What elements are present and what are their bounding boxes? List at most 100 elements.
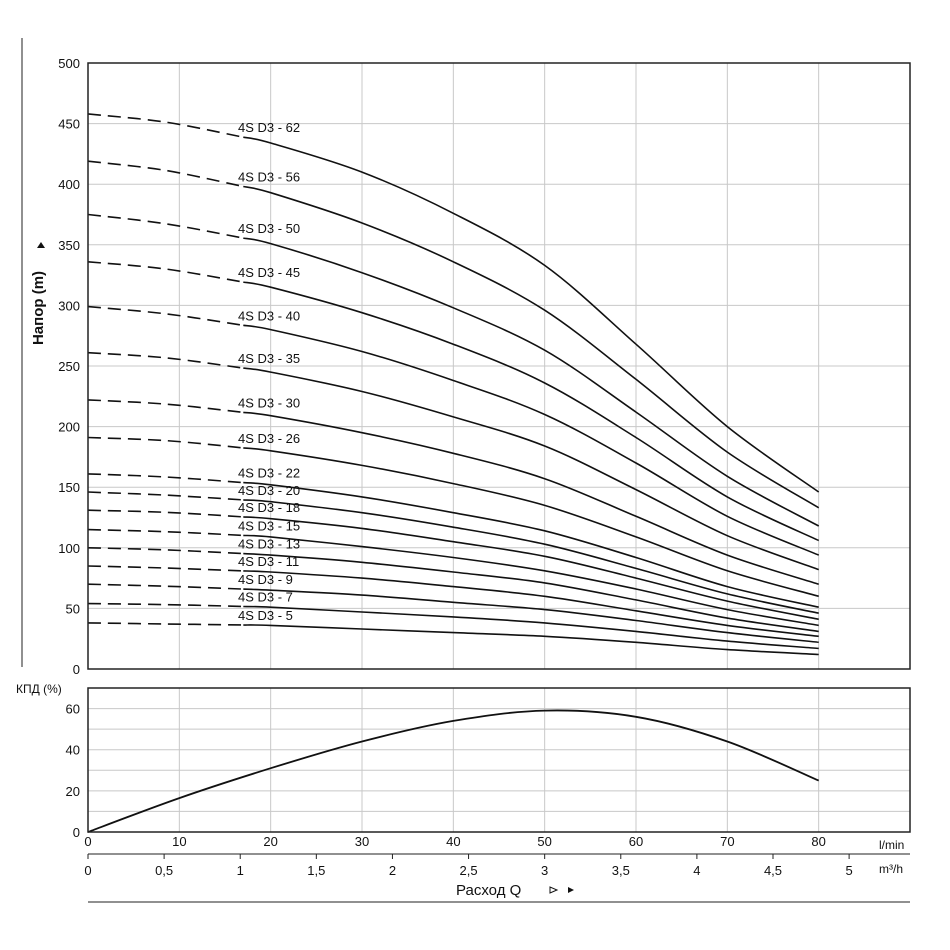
grid-layer — [88, 63, 910, 832]
lmin-tick-label: 10 — [172, 834, 186, 849]
m3h-tick-label: 3 — [541, 863, 548, 878]
frame-layer — [21, 38, 911, 903]
head-curve-dashed — [87, 473, 244, 484]
eff-tick-label: 0 — [73, 825, 80, 840]
series-label: 4S D3 - 18 — [238, 500, 300, 515]
series-label: 4S D3 - 15 — [238, 518, 300, 533]
m3h-tick-label: 1 — [237, 863, 244, 878]
m3h-tick-label: 4,5 — [764, 863, 782, 878]
head-tick-label: 450 — [58, 117, 80, 132]
head-curve-dashed — [87, 160, 244, 188]
head-curve — [243, 624, 819, 656]
m3h-tick-label: 2 — [389, 863, 396, 878]
lmin-tick-label: 50 — [537, 834, 551, 849]
head-tick-label: 300 — [58, 298, 80, 313]
head-tick-label: 400 — [58, 177, 80, 192]
lmin-tick-label: 0 — [84, 834, 91, 849]
eff-tick-label: 20 — [66, 784, 80, 799]
series-label: 4S D3 - 40 — [238, 308, 300, 323]
lmin-tick-label: 30 — [355, 834, 369, 849]
head-curve — [243, 185, 820, 509]
head-curve-dashed — [87, 547, 244, 555]
head-curve — [243, 367, 819, 571]
m3h-tick-label: 2,5 — [460, 863, 478, 878]
head-curve-dashed — [87, 399, 244, 414]
head-tick-label: 100 — [58, 541, 80, 556]
efficiency-axis-label: КПД (%) — [16, 682, 62, 696]
head-tick-label: 500 — [58, 56, 80, 71]
head-curve-dashed — [87, 213, 244, 239]
m3h-tick-label: 5 — [845, 863, 852, 878]
series-label: 4S D3 - 13 — [238, 537, 300, 552]
head-curve-dashed — [87, 113, 244, 138]
series-label: 4S D3 - 30 — [238, 395, 300, 410]
head-curve — [243, 281, 820, 542]
head-curve — [243, 499, 819, 614]
head-curve — [243, 534, 819, 627]
head-tick-label: 50 — [66, 601, 80, 616]
efficiency-plot-frame — [87, 687, 911, 833]
lmin-tick-label: 60 — [629, 834, 643, 849]
series-label: 4S D3 - 56 — [238, 170, 300, 185]
head-tick-label: 200 — [58, 420, 80, 435]
series-label-layer: 4S D3 - 62 4S D3 - 56 4S D3 - 50 4S D3 - 45… — [238, 120, 300, 623]
series-label: 4S D3 - 50 — [238, 221, 300, 236]
head-tick-label: 250 — [58, 359, 80, 374]
head-curve-dashed — [87, 491, 244, 501]
series-label: 4S D3 - 9 — [238, 572, 293, 587]
lmin-tick-label: 40 — [446, 834, 460, 849]
series-label: 4S D3 - 26 — [238, 431, 300, 446]
head-plot-frame — [87, 62, 911, 670]
head-axis-label: Напор (m) — [30, 271, 47, 345]
series-label: 4S D3 - 62 — [238, 120, 300, 135]
series-label: 4S D3 - 11 — [238, 554, 299, 569]
lmin-tick-label: 80 — [811, 834, 825, 849]
m3h-tick-label: 3,5 — [612, 863, 630, 878]
flow-axis-arrow-icon — [549, 886, 559, 894]
series-label: 4S D3 - 20 — [238, 483, 300, 498]
flow-axis-arrow-small-icon — [568, 887, 574, 893]
lmin-unit-label: l/min — [879, 838, 904, 852]
head-curve-dashed — [87, 436, 244, 449]
series-label: 4S D3 - 45 — [238, 265, 300, 280]
head-curve-dashed — [87, 509, 244, 518]
head-curve — [243, 516, 819, 621]
head-curve — [243, 552, 819, 633]
head-curve-dashed — [87, 528, 244, 537]
head-curve — [243, 324, 820, 556]
head-tick-label: 350 — [58, 238, 80, 253]
head-curve — [243, 447, 819, 598]
m3h-tick-label: 0 — [84, 863, 91, 878]
curve-layer — [87, 113, 820, 833]
head-curve — [243, 605, 819, 650]
m3h-unit-label: m³/h — [879, 862, 903, 876]
m3h-tick-label: 0,5 — [155, 863, 173, 878]
head-curve-dashed — [87, 305, 244, 327]
head-tick-label: 150 — [58, 480, 80, 495]
head-axis-arrow-icon — [37, 242, 45, 248]
series-label: 4S D3 - 5 — [238, 608, 293, 623]
head-curve-dashed — [87, 622, 244, 626]
series-label: 4S D3 - 35 — [238, 351, 300, 366]
head-curve-dashed — [87, 565, 244, 572]
flow-axis-label: Расход Q — [456, 882, 521, 899]
head-curve — [243, 481, 819, 608]
eff-tick-label: 40 — [66, 743, 80, 758]
head-curve — [243, 136, 820, 493]
m3h-tick-label: 1,5 — [307, 863, 325, 878]
m3h-tick-label: 4 — [693, 863, 700, 878]
lmin-tick-label: 70 — [720, 834, 734, 849]
head-curve — [243, 411, 819, 585]
head-curve — [243, 237, 820, 527]
head-curve — [243, 588, 819, 644]
head-curve — [243, 570, 819, 638]
head-curve-dashed — [87, 261, 244, 283]
eff-tick-label: 60 — [66, 702, 80, 717]
lmin-tick-label: 20 — [263, 834, 277, 849]
head-tick-label: 0 — [73, 662, 80, 677]
series-label: 4S D3 - 22 — [238, 466, 300, 481]
efficiency-curve — [87, 709, 820, 833]
head-curve-dashed — [87, 602, 244, 608]
